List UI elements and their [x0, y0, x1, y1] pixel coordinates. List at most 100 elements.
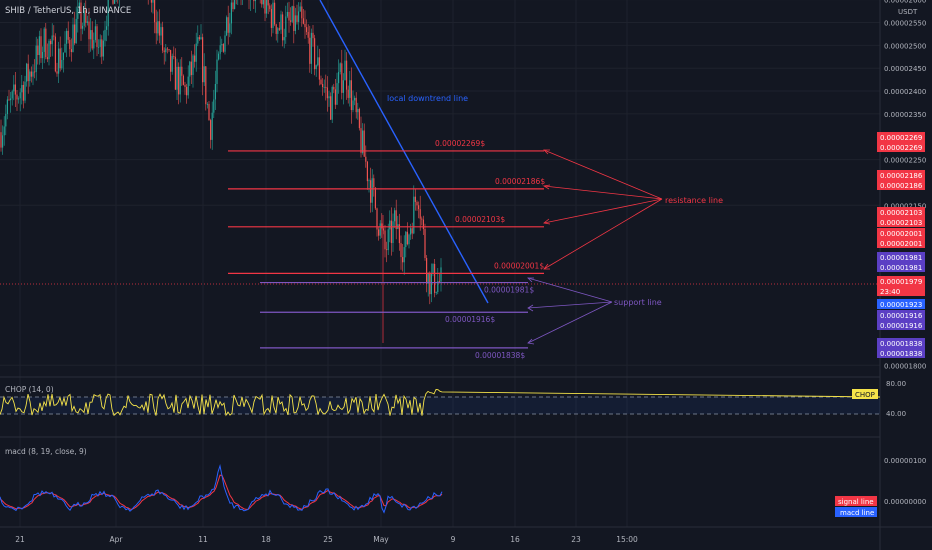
candle-body: [400, 243, 402, 258]
grid: [0, 0, 880, 527]
candle-body: [302, 18, 304, 24]
candle-body: [35, 45, 37, 72]
candle-body: [392, 221, 394, 244]
macd-line: [0, 463, 443, 514]
candle-body: [93, 40, 95, 49]
price-badge: [877, 338, 925, 348]
candle-body: [32, 71, 34, 77]
candle-body: [296, 15, 298, 22]
candle-body: [402, 257, 404, 263]
candle-body: [408, 234, 410, 245]
candle-body: [395, 210, 397, 230]
candle-body: [274, 2, 276, 25]
candle-body: [26, 63, 28, 82]
candle-body: [339, 63, 341, 72]
candle-body: [326, 87, 328, 99]
candle-body: [424, 229, 426, 259]
candle-body: [437, 281, 439, 293]
price-badges: 0.00002269 0.00002269 0.00002186 0.00002186…: [877, 132, 925, 358]
candle-body: [323, 86, 325, 88]
price-axis[interactable]: 0.00002600 0.00002550 0.00002500 0.00002450…: [884, 0, 926, 370]
candle-body: [389, 220, 391, 230]
candle-body: [422, 219, 424, 230]
candle-body: [179, 66, 181, 95]
candle-body: [232, 2, 234, 9]
candle-body: [54, 36, 56, 72]
candle-body: [270, 8, 272, 28]
candle-body: [427, 272, 429, 284]
candle-body: [106, 26, 108, 30]
time-axis[interactable]: 21 Apr 11 18 25 May 9 16 23 15:00: [15, 535, 638, 544]
candle-body: [29, 71, 31, 82]
candle-body: [173, 56, 175, 57]
price-badge: [877, 276, 925, 286]
candle-body: [344, 60, 346, 81]
candle-body: [405, 231, 407, 248]
time-tick: 23: [571, 535, 581, 544]
candle-body: [394, 210, 396, 222]
candle-body: [157, 21, 159, 34]
candle-body: [88, 21, 90, 40]
candle-body: [171, 56, 173, 72]
candle-body: [307, 32, 309, 38]
candle-body: [186, 86, 188, 96]
candle-body: [416, 201, 418, 206]
candle-body: [328, 96, 330, 99]
candle-body: [334, 89, 336, 105]
candle-body: [365, 156, 367, 162]
candle-body: [406, 231, 408, 245]
candle-body: [182, 75, 184, 85]
candle-body: [373, 178, 375, 188]
price-badge: [877, 228, 925, 238]
candle-body: [78, 2, 80, 9]
candle-body: [187, 76, 189, 96]
candle-body: [330, 96, 332, 120]
candle-body: [306, 27, 308, 33]
signal-legend: signal line: [838, 498, 874, 506]
time-tick: 11: [198, 535, 208, 544]
time-tick: May: [373, 535, 389, 544]
candle-body: [91, 30, 93, 49]
support-arrows: [527, 277, 613, 345]
candle-body: [222, 44, 224, 52]
candle-body: [66, 30, 68, 44]
candle-body: [59, 48, 61, 69]
chop-badge: CHOP: [855, 391, 875, 399]
candle-body: [293, 6, 295, 31]
candle-body: [2, 135, 4, 148]
candle-body: [178, 66, 180, 95]
symbol-title[interactable]: SHIB / TetherUS, 1h, BINANCE: [5, 6, 131, 16]
candle-body: [181, 66, 183, 76]
price-tick: 0.00002500: [884, 42, 926, 50]
candle-body: [414, 196, 416, 202]
candle-body: [69, 39, 71, 50]
candle-body: [8, 99, 10, 101]
price-tick: 0.00002400: [884, 88, 926, 96]
candle-body: [382, 228, 384, 231]
candle-body: [34, 71, 36, 73]
candle-body: [278, 28, 280, 30]
candle-body: [21, 84, 23, 93]
candle-body: [170, 50, 172, 72]
candle-body: [45, 28, 47, 58]
candle-body: [24, 81, 26, 101]
level-label: 0.00001981$: [484, 286, 534, 295]
candle-body: [419, 209, 421, 219]
candle-body: [325, 86, 327, 88]
candle-body: [331, 86, 333, 120]
candle-body: [154, 0, 156, 23]
price-badge-text: 0.00002103: [880, 219, 922, 227]
price-badge: [877, 286, 925, 296]
candle-body: [304, 23, 306, 28]
price-badge-text: 0.00001916: [880, 312, 923, 320]
time-tick: Apr: [110, 535, 124, 544]
candle-body: [189, 61, 191, 77]
candle-body: [6, 99, 8, 115]
candle-body: [112, 0, 114, 4]
candle-body: [349, 80, 351, 98]
chop-line: [0, 389, 881, 417]
candle-body: [62, 52, 64, 60]
candle-body: [355, 97, 357, 113]
chop-band: [0, 397, 880, 414]
